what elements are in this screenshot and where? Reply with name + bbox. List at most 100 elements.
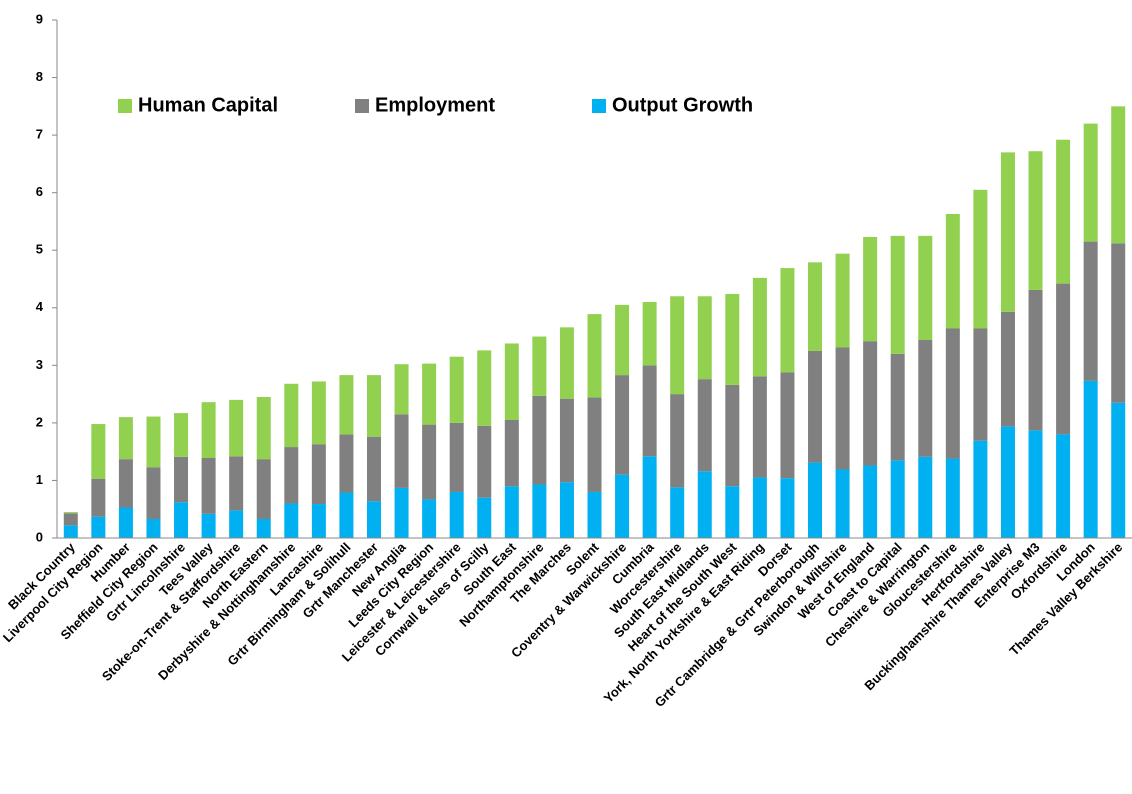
bar-segment bbox=[201, 513, 216, 538]
bar-segment bbox=[1083, 241, 1098, 381]
bar-segment bbox=[587, 314, 602, 398]
legend-swatch bbox=[355, 99, 369, 113]
bar-segment bbox=[1056, 434, 1071, 538]
legend-label: Human Capital bbox=[138, 94, 278, 116]
bar-segment bbox=[808, 262, 823, 351]
y-tick-label: 8 bbox=[36, 69, 43, 84]
bar-segment bbox=[835, 347, 850, 470]
bar-segment bbox=[945, 213, 960, 329]
bar-segment bbox=[1083, 123, 1098, 242]
bar-segment bbox=[697, 379, 712, 472]
bar-segment bbox=[890, 460, 905, 538]
bar-segment bbox=[284, 383, 299, 448]
bar-segment bbox=[835, 253, 850, 348]
bar-segment bbox=[422, 499, 437, 538]
bar-segment bbox=[449, 491, 464, 538]
bar-segment bbox=[504, 486, 519, 538]
bar-segment bbox=[587, 397, 602, 492]
bar-segment bbox=[284, 447, 299, 504]
bar-segment bbox=[201, 457, 216, 514]
bar-segment bbox=[725, 486, 740, 538]
bar-segment bbox=[118, 507, 133, 538]
bar-segment bbox=[394, 487, 409, 538]
bar-segment bbox=[118, 459, 133, 508]
bar-segment bbox=[477, 425, 492, 498]
bar-segment bbox=[918, 340, 933, 457]
bar-segment bbox=[1000, 152, 1015, 312]
bar-segment bbox=[146, 467, 161, 520]
bar-segment bbox=[973, 440, 988, 538]
bar-segment bbox=[284, 503, 299, 538]
bar-segment bbox=[752, 376, 767, 478]
bar-segment bbox=[339, 492, 354, 538]
bar-segment bbox=[339, 434, 354, 493]
bar-segment bbox=[559, 398, 574, 483]
bar-segment bbox=[1000, 311, 1015, 427]
legend-label: Employment bbox=[375, 94, 495, 116]
bar-segment bbox=[91, 424, 106, 479]
bar-segment bbox=[752, 477, 767, 538]
bar-segment bbox=[394, 414, 409, 488]
bar-segment bbox=[63, 513, 78, 526]
bar-segment bbox=[780, 268, 795, 373]
bar-segment bbox=[1056, 283, 1071, 435]
bar-segment bbox=[863, 465, 878, 538]
bar-segment bbox=[311, 444, 326, 505]
bar-segment bbox=[174, 413, 189, 457]
bar-segment bbox=[670, 296, 685, 395]
bar-segment bbox=[532, 484, 547, 538]
bar-segment bbox=[863, 236, 878, 342]
bar-segment bbox=[477, 350, 492, 426]
y-tick-label: 5 bbox=[36, 242, 43, 257]
bar-segment bbox=[1056, 139, 1071, 284]
y-tick-label: 0 bbox=[36, 529, 43, 544]
bar-segment bbox=[366, 501, 381, 538]
bar-segment bbox=[174, 456, 189, 503]
bar-segment bbox=[697, 471, 712, 538]
bar-segment bbox=[918, 456, 933, 538]
bar-segment bbox=[91, 516, 106, 538]
bar-segment bbox=[890, 235, 905, 354]
bar-segment bbox=[146, 416, 161, 468]
bar-segment bbox=[615, 474, 630, 538]
bar-segment bbox=[366, 375, 381, 437]
bar-segment bbox=[339, 375, 354, 435]
bar-segment bbox=[808, 350, 823, 463]
bar-segment bbox=[504, 420, 519, 487]
bar-segment bbox=[118, 417, 133, 460]
y-tick-label: 2 bbox=[36, 414, 43, 429]
bar-segment bbox=[1111, 243, 1126, 403]
bar-segment bbox=[725, 293, 740, 385]
bar-segment bbox=[1028, 151, 1043, 290]
bar-segment bbox=[256, 519, 271, 538]
bar-segment bbox=[229, 456, 244, 511]
bar-segment bbox=[504, 343, 519, 421]
bar-segment bbox=[201, 402, 216, 458]
bar-segment bbox=[1028, 289, 1043, 431]
y-tick-label: 1 bbox=[36, 472, 43, 487]
bar-segment bbox=[890, 353, 905, 461]
bar-segment bbox=[808, 462, 823, 538]
bar-segment bbox=[311, 504, 326, 538]
bar-segment bbox=[1000, 426, 1015, 538]
bar-segment bbox=[229, 399, 244, 457]
bar-segment bbox=[642, 302, 657, 366]
bar-segment bbox=[174, 502, 189, 538]
bar-segment bbox=[780, 372, 795, 479]
bar-segment bbox=[697, 296, 712, 380]
bar-segment bbox=[945, 328, 960, 459]
y-tick-label: 4 bbox=[36, 299, 44, 314]
bar-segment bbox=[559, 482, 574, 538]
bar-segment bbox=[945, 458, 960, 538]
bar-segment bbox=[863, 341, 878, 466]
y-tick-label: 6 bbox=[36, 184, 43, 199]
bar-segment bbox=[422, 424, 437, 500]
bar-segment bbox=[752, 277, 767, 377]
y-tick-label: 9 bbox=[36, 11, 43, 26]
bar-segment bbox=[394, 364, 409, 415]
bar-segment bbox=[973, 328, 988, 441]
legend-label: Output Growth bbox=[612, 94, 753, 116]
bar-segment bbox=[1111, 402, 1126, 538]
bar-segment bbox=[532, 395, 547, 485]
